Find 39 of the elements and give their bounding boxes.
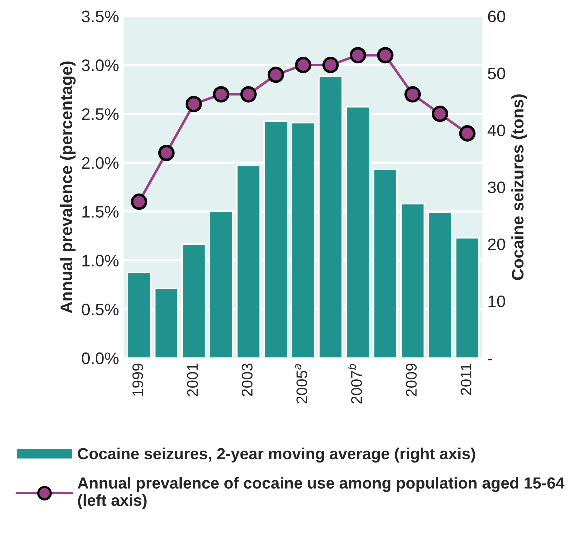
point <box>322 57 339 74</box>
point <box>240 86 257 103</box>
point <box>268 66 284 84</box>
y2-tick-label: - <box>488 359 492 361</box>
y-tick-label: 2.5% <box>82 108 119 120</box>
y-tick-label: 0.5% <box>82 304 119 316</box>
point <box>432 106 448 122</box>
y-tick-label: 1.5% <box>82 206 119 218</box>
y2-tick-label: 20 <box>488 238 506 251</box>
x-tick-label: 1999 <box>132 364 144 396</box>
y-tick-label: 2.0% <box>82 157 119 170</box>
x-tick-label: 2007$^{b}$ <box>348 364 362 404</box>
point <box>377 47 394 64</box>
legend-label: Cocaine seizures, 2-year moving average (right axis) <box>78 448 476 463</box>
x-tick-label: 2001 <box>187 364 198 396</box>
point <box>186 96 202 113</box>
point <box>158 144 175 162</box>
x-tick-label: 2003 <box>242 364 253 396</box>
y-tick-label: 3.0% <box>82 60 119 72</box>
point <box>350 47 366 64</box>
y-tick-label: 1.0% <box>82 255 119 267</box>
y2-tick-label: 30 <box>488 182 506 194</box>
y-axis-title: Annual prevalence (percentage) <box>60 62 76 314</box>
x-tick-label: 2011 <box>460 364 472 396</box>
y-tick-label: 3.5% <box>82 10 119 23</box>
x-tick-label: 2009 <box>406 364 417 396</box>
y2-axis-title: Cocaine seizures (tons) <box>512 94 528 280</box>
y-tick-label: 0.0% <box>82 352 119 364</box>
x-tick-label: 2005$^{a}$ <box>295 364 308 404</box>
y2-tick-label: 60 <box>488 10 506 23</box>
legend-label: Annual prevalence of cocaine use among population aged 15-64 (left axis) <box>78 477 565 510</box>
point <box>459 125 476 142</box>
point <box>295 57 312 74</box>
point <box>131 194 148 210</box>
y2-tick-label: 50 <box>488 68 506 80</box>
y2-tick-label: 10 <box>488 296 506 308</box>
point <box>404 86 422 103</box>
point <box>213 86 230 103</box>
y2-tick-label: 40 <box>488 124 506 137</box>
